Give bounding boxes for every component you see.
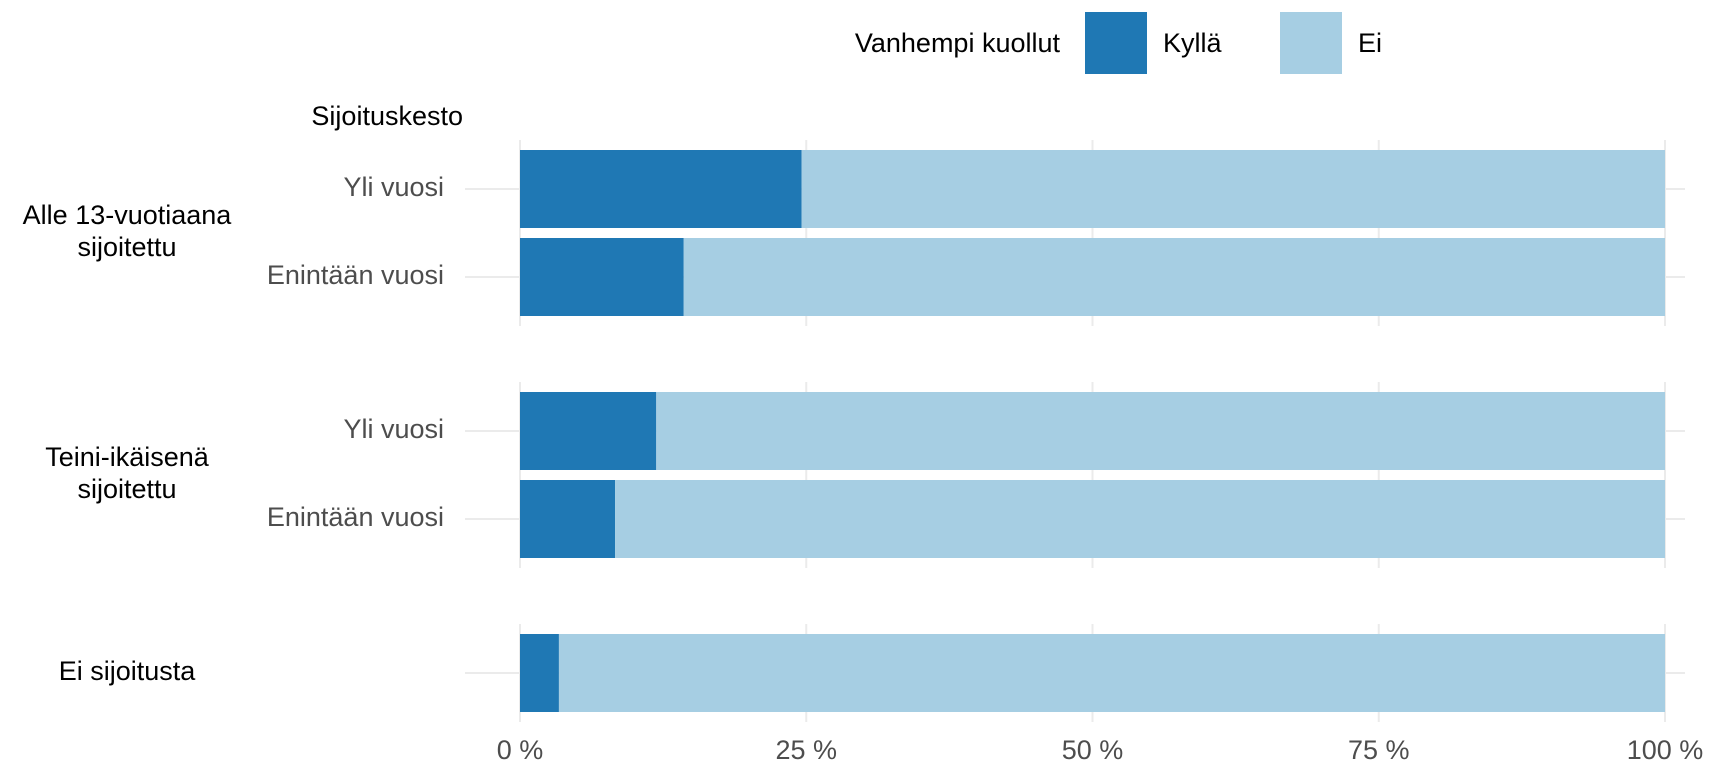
bar-segment — [656, 392, 1665, 470]
x-tick-label: 0 % — [497, 735, 544, 765]
legend-swatch — [1085, 12, 1147, 74]
bar-segment — [520, 480, 616, 558]
y-tick-label: Enintään vuosi — [267, 502, 444, 532]
x-tick-label: 100 % — [1627, 735, 1704, 765]
bar-segment — [520, 392, 657, 470]
bar-segment — [801, 150, 1665, 228]
bar-segment — [520, 150, 802, 228]
group-label: sijoitettu — [77, 232, 176, 262]
group-label: sijoitettu — [77, 474, 176, 504]
bar-segment — [615, 480, 1666, 558]
x-tick-label: 50 % — [1062, 735, 1124, 765]
y-tick-label: Enintään vuosi — [267, 260, 444, 290]
y-tick-label: Yli vuosi — [343, 414, 444, 444]
legend-label: Ei — [1358, 28, 1382, 58]
legend-label: Kyllä — [1163, 28, 1223, 58]
bar-segment — [520, 634, 559, 712]
bar-segment — [683, 238, 1665, 316]
group-label: Teini-ikäisenä — [45, 442, 210, 472]
y-axis-title: Sijoituskesto — [311, 101, 463, 131]
bar-segment — [558, 634, 1666, 712]
x-tick-label: 25 % — [775, 735, 837, 765]
group-label: Ei sijoitusta — [59, 656, 197, 686]
bar-segment — [520, 238, 684, 316]
legend-swatch — [1280, 12, 1342, 74]
y-tick-label: Yli vuosi — [343, 172, 444, 202]
group-label: Alle 13-vuotiaana — [23, 200, 233, 230]
legend-title: Vanhempi kuollut — [855, 28, 1061, 58]
x-tick-label: 75 % — [1348, 735, 1410, 765]
